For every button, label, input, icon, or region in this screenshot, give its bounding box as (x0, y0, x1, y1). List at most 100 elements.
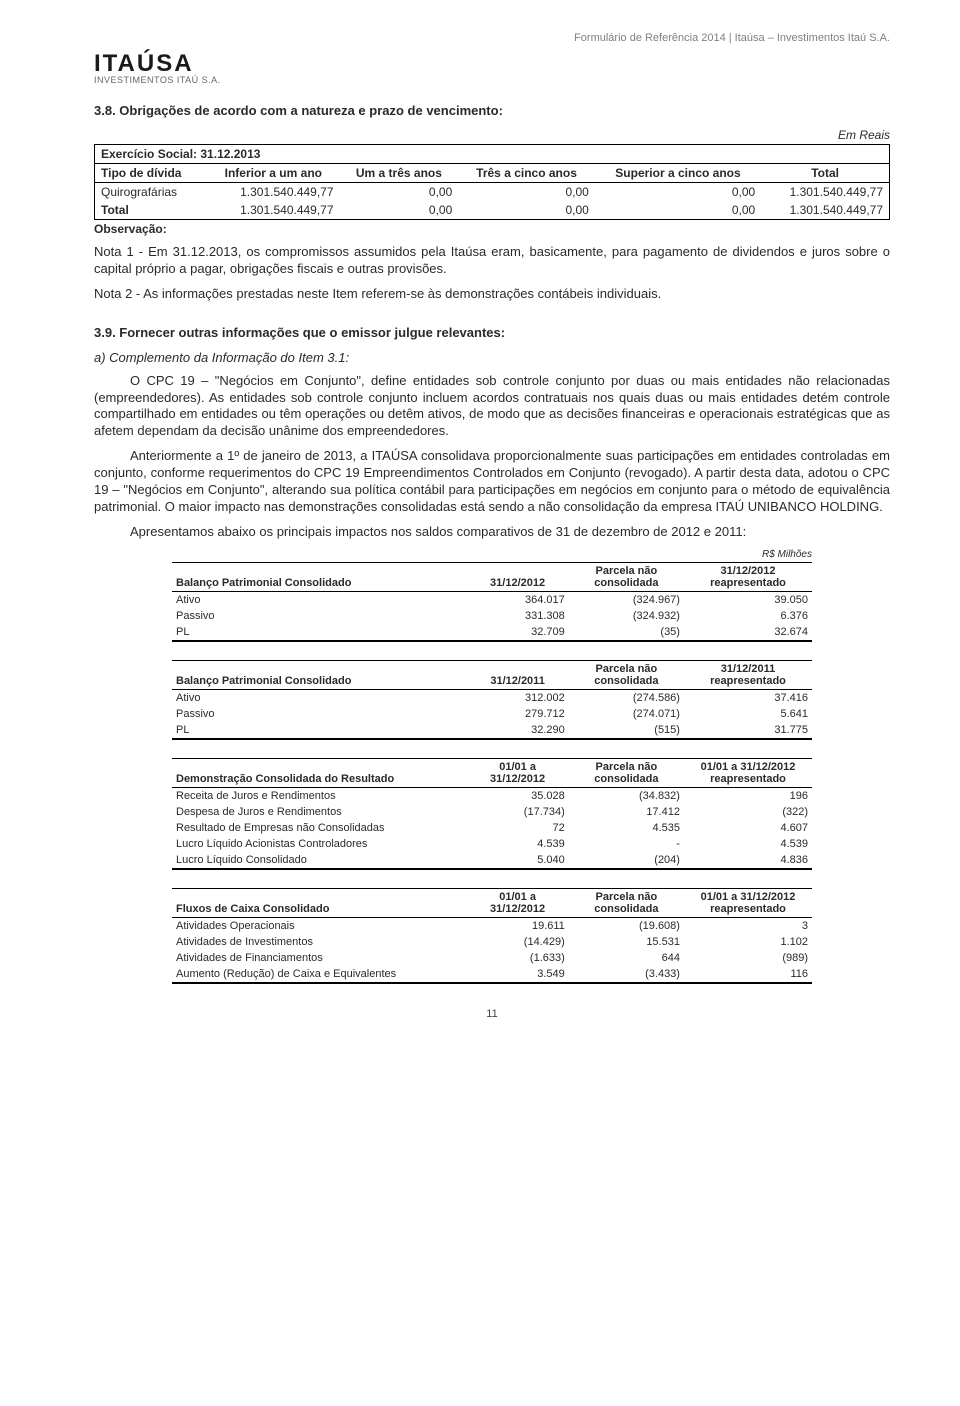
cell: 4.535 (569, 820, 684, 836)
row-quiro-c5: 1.301.540.449,77 (761, 183, 889, 202)
cell: 4.836 (684, 852, 812, 869)
row-total-c3: 0,00 (458, 201, 595, 220)
cell: 31.775 (684, 722, 812, 739)
cell: Passivo (172, 608, 466, 624)
cell: 1.102 (684, 934, 812, 950)
col-sup-cinco: Superior a cinco anos (595, 164, 761, 183)
col-tres-cinco: Três a cinco anos (458, 164, 595, 183)
cell: Ativo (172, 689, 466, 706)
cell: 4.607 (684, 820, 812, 836)
row-total-label: Total (95, 201, 208, 220)
col-inf-um-ano: Inferior a um ano (207, 164, 339, 183)
cell: 35.028 (466, 787, 568, 804)
fcx-col3: Parcela não consolidada (569, 889, 684, 918)
cell: (515) (569, 722, 684, 739)
cell: 6.376 (684, 608, 812, 624)
logo-subtitle: INVESTIMENTOS ITAÚ S.A. (94, 75, 890, 85)
header-reference: Formulário de Referência 2014 | Itaúsa –… (94, 32, 890, 44)
fcx-col2: 01/01 a 31/12/2012 (466, 889, 568, 918)
dre-title: Demonstração Consolidada do Resultado (172, 759, 466, 788)
table1-exercicio: Exercício Social: 31.12.2013 (95, 145, 890, 164)
section-3-9-title: 3.9. Fornecer outras informações que o e… (94, 325, 890, 340)
cell: Ativo (172, 591, 466, 608)
currency-note: R$ Milhões (172, 549, 812, 560)
cell: 39.050 (684, 591, 812, 608)
cell: 15.531 (569, 934, 684, 950)
bp2011-col3: Parcela não consolidada (569, 661, 684, 690)
nota1: Nota 1 - Em 31.12.2013, os compromissos … (94, 244, 890, 278)
cell: Resultado de Empresas não Consolidadas (172, 820, 466, 836)
para3: Apresentamos abaixo os principais impact… (94, 524, 890, 541)
cell: 331.308 (466, 608, 568, 624)
row-quiro-c4: 0,00 (595, 183, 761, 202)
cell: 5.641 (684, 706, 812, 722)
row-quiro-c1: 1.301.540.449,77 (207, 183, 339, 202)
dre-col3: Parcela não consolidada (569, 759, 684, 788)
cell: (19.608) (569, 917, 684, 934)
section-3-8-title: 3.8. Obrigações de acordo com a natureza… (94, 103, 890, 118)
cell: 5.040 (466, 852, 568, 869)
row-total-c1: 1.301.540.449,77 (207, 201, 339, 220)
cell: 72 (466, 820, 568, 836)
fcx-table: Fluxos de Caixa Consolidado 01/01 a 31/1… (172, 888, 812, 984)
row-quiro-c3: 0,00 (458, 183, 595, 202)
cell: (35) (569, 624, 684, 641)
bp2011-col2: 31/12/2011 (466, 661, 568, 690)
cell: Lucro Líquido Consolidado (172, 852, 466, 869)
bp2012-col4: 31/12/2012 reapresentado (684, 563, 812, 592)
cell: Atividades Operacionais (172, 917, 466, 934)
cell: 4.539 (684, 836, 812, 852)
table1-unit: Em Reais (94, 128, 890, 142)
cell: 4.539 (466, 836, 568, 852)
cell: (322) (684, 804, 812, 820)
dre-col4: 01/01 a 31/12/2012 reapresentado (684, 759, 812, 788)
cell: PL (172, 722, 466, 739)
bp2011-col4: 31/12/2011 reapresentado (684, 661, 812, 690)
cell: 116 (684, 966, 812, 983)
para1: O CPC 19 – "Negócios em Conjunto", defin… (94, 373, 890, 441)
bp2011-title: Balanço Patrimonial Consolidado (172, 661, 466, 690)
cell: (204) (569, 852, 684, 869)
row-total-c4: 0,00 (595, 201, 761, 220)
page-number: 11 (94, 1008, 890, 1020)
cell: (274.071) (569, 706, 684, 722)
cell: (14.429) (466, 934, 568, 950)
cell: 3.549 (466, 966, 568, 983)
cell: (324.967) (569, 591, 684, 608)
cell: Atividades de Financiamentos (172, 950, 466, 966)
cell: 196 (684, 787, 812, 804)
item-a-label: a) Complemento da Informação do Item 3.1… (94, 350, 349, 365)
cell: Passivo (172, 706, 466, 722)
cell: 37.416 (684, 689, 812, 706)
row-total-c2: 0,00 (340, 201, 459, 220)
cell: 312.002 (466, 689, 568, 706)
cell: (3.433) (569, 966, 684, 983)
cell: 17.412 (569, 804, 684, 820)
col-um-tres: Um a três anos (340, 164, 459, 183)
row-quiro-label: Quirografárias (95, 183, 208, 202)
cell: (989) (684, 950, 812, 966)
cell: (1.633) (466, 950, 568, 966)
obs-label: Observação: (94, 222, 890, 236)
logo-name: ITAÚSA (94, 50, 890, 78)
cell: 32.709 (466, 624, 568, 641)
cell: 32.290 (466, 722, 568, 739)
bp2012-col3: Parcela não consolidada (569, 563, 684, 592)
obligations-table: Exercício Social: 31.12.2013 Tipo de dív… (94, 144, 890, 220)
logo: ITAÚSA INVESTIMENTOS ITAÚ S.A. (94, 50, 890, 85)
cell: (324.932) (569, 608, 684, 624)
bp-2011-table: Balanço Patrimonial Consolidado 31/12/20… (172, 660, 812, 740)
cell: Aumento (Redução) de Caixa e Equivalente… (172, 966, 466, 983)
cell: 644 (569, 950, 684, 966)
cell: 279.712 (466, 706, 568, 722)
dre-table: Demonstração Consolidada do Resultado 01… (172, 758, 812, 870)
cell: Despesa de Juros e Rendimentos (172, 804, 466, 820)
fcx-col4: 01/01 a 31/12/2012 reapresentado (684, 889, 812, 918)
cell: 32.674 (684, 624, 812, 641)
cell: (34.832) (569, 787, 684, 804)
dre-col2: 01/01 a 31/12/2012 (466, 759, 568, 788)
col-tipo: Tipo de dívida (95, 164, 208, 183)
cell: - (569, 836, 684, 852)
row-quiro-c2: 0,00 (340, 183, 459, 202)
bp2012-title: Balanço Patrimonial Consolidado (172, 563, 466, 592)
